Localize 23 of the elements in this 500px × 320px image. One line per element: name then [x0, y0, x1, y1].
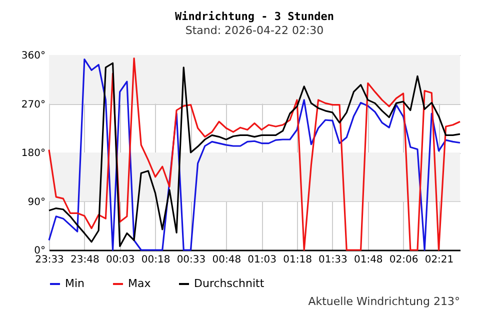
legend-label: Min	[65, 277, 85, 290]
x-tick-label: 23:48	[70, 254, 100, 266]
legend-label: Durchschnitt	[194, 277, 265, 290]
x-tick-label: 00:33	[176, 254, 206, 266]
y-tick-label: 180°	[21, 148, 46, 159]
x-tick-label: 01:18	[283, 254, 312, 266]
x-tick-label: 02:06	[389, 254, 418, 266]
y-tick-label: 90°	[28, 196, 46, 208]
chart-title: Windrichtung - 3 Stunden	[175, 10, 334, 23]
x-tick-label: 00:03	[106, 254, 135, 266]
x-tick-label: 01:03	[248, 254, 276, 266]
x-tick-label: 01:33	[318, 254, 348, 266]
y-tick-label: 0°	[34, 246, 46, 256]
legend-label: Max	[128, 277, 152, 290]
text: Aktuelle Windrichtung 213°	[308, 295, 460, 308]
y-tick-label: 270°	[21, 99, 46, 110]
x-tick-label: 01:48	[354, 254, 383, 266]
chart-subtitle: Stand: 2026-04-22 02:30	[185, 24, 324, 37]
x-tick-label: 02:21	[424, 254, 454, 266]
x-tick-label: 00:48	[212, 254, 242, 266]
x-tick-label: 00:18	[141, 254, 170, 266]
x-tick-label: 23:33	[35, 254, 64, 266]
y-tick-label: 360°	[21, 50, 46, 62]
